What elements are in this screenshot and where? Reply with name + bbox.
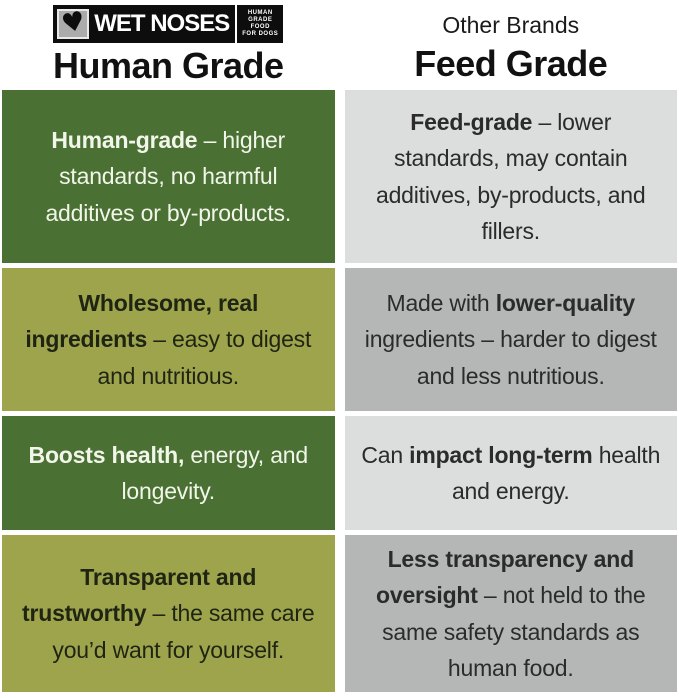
- column-title-human-grade: Human Grade: [52, 45, 284, 86]
- logo-main-block: ♥ WET NOSES: [53, 5, 236, 43]
- dog-nose-heart-icon: ♥: [57, 9, 90, 39]
- cell-human-grade-row-1: Human-grade – higher standards, no harmf…: [2, 90, 335, 263]
- logo-tagline-line: FOR DOGS: [242, 31, 279, 37]
- logo-tagline-line: HUMAN: [247, 10, 273, 16]
- cell-feed-grade-row-1: Feed-grade – lower standards, may contai…: [344, 90, 677, 263]
- header-column-feed-grade: Other Brands Feed Grade: [345, 0, 678, 90]
- cell-human-grade-row-2: Wholesome, real ingredients – easy to di…: [2, 268, 335, 411]
- logo-tagline: HUMAN GRADE FOOD FOR DOGS: [237, 5, 284, 43]
- logo-tagline-line: GRADE: [248, 17, 273, 23]
- cell-feed-grade-row-4: Less transparency and oversight – not he…: [344, 535, 677, 692]
- cell-feed-grade-row-3: Can impact long-term health and energy.: [344, 416, 677, 530]
- cell-human-grade-row-3: Boosts health, energy, and longevity.: [2, 416, 335, 530]
- comparison-table: Human-grade – higher standards, no harmf…: [0, 90, 679, 692]
- cell-human-grade-row-4: Transparent and trustworthy – the same c…: [2, 535, 335, 692]
- header: ♥ WET NOSES HUMAN GRADE FOOD FOR DOGS Hu…: [0, 0, 679, 90]
- column-title-feed-grade: Feed Grade: [414, 43, 608, 84]
- logo-tagline-line: FOOD: [250, 24, 270, 30]
- wet-noses-logo: ♥ WET NOSES HUMAN GRADE FOOD FOR DOGS: [53, 5, 284, 43]
- header-column-human-grade: ♥ WET NOSES HUMAN GRADE FOOD FOR DOGS Hu…: [2, 0, 335, 90]
- column-subtitle-other-brands: Other Brands: [442, 12, 580, 38]
- cell-feed-grade-row-2: Made with lower-quality ingredients – ha…: [344, 268, 677, 411]
- logo-brand-text: WET NOSES: [94, 10, 230, 37]
